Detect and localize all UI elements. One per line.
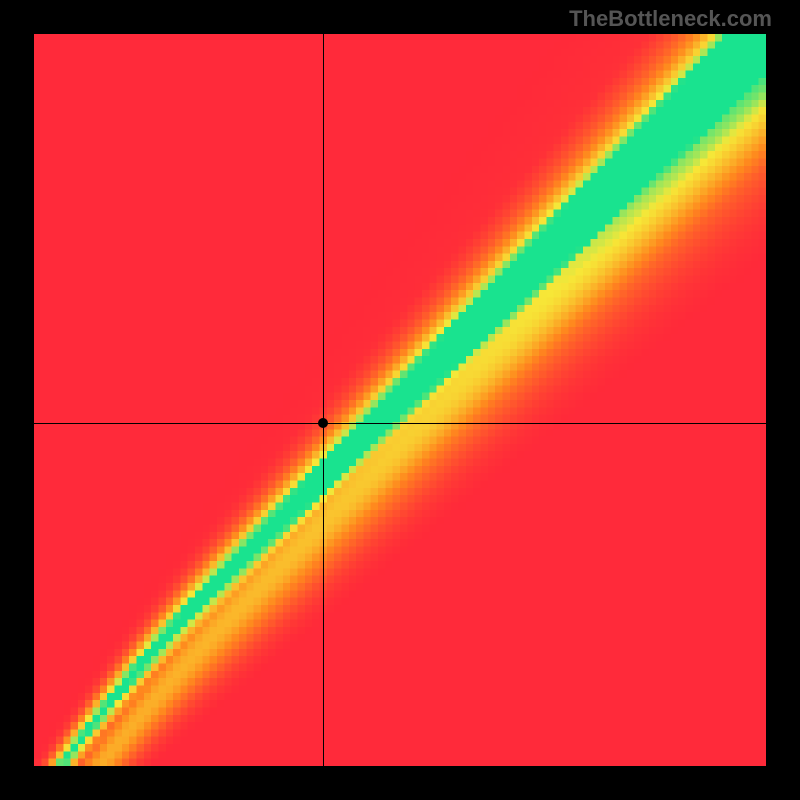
crosshair-horizontal (34, 423, 766, 424)
heatmap-canvas (34, 34, 766, 766)
marker-point (318, 418, 328, 428)
crosshair-vertical (323, 34, 324, 766)
watermark-text: TheBottleneck.com (569, 6, 772, 32)
chart-container: TheBottleneck.com (0, 0, 800, 800)
plot-area (34, 34, 766, 766)
